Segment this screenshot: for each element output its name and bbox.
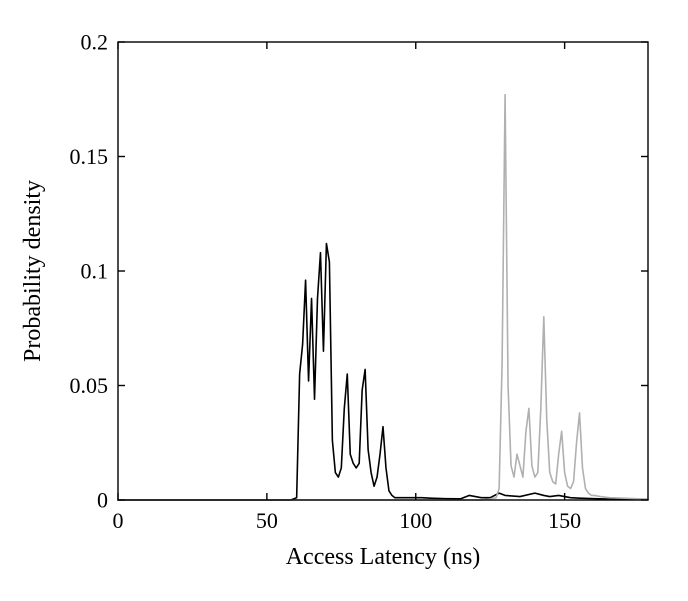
latency-pdf-chart: 0 50 100 150 0 0.05 0.1 0.15 0.2 Access Latency (… [0, 0, 688, 601]
ytick-label: 0.15 [70, 144, 109, 169]
xtick-label: 50 [256, 508, 278, 533]
x-axis-label: Access Latency (ns) [286, 544, 481, 570]
ytick-label: 0.1 [81, 259, 109, 284]
ytick-label: 0.05 [70, 373, 109, 398]
xtick-label: 0 [113, 508, 124, 533]
xtick-label: 100 [399, 508, 432, 533]
ytick-label: 0.2 [81, 30, 109, 55]
xtick-label: 150 [548, 508, 581, 533]
y-axis-label: Probability density [20, 180, 46, 362]
chart-container: 0 50 100 150 0 0.05 0.1 0.15 0.2 Access Latency (… [0, 0, 688, 601]
ytick-label: 0 [97, 488, 108, 513]
